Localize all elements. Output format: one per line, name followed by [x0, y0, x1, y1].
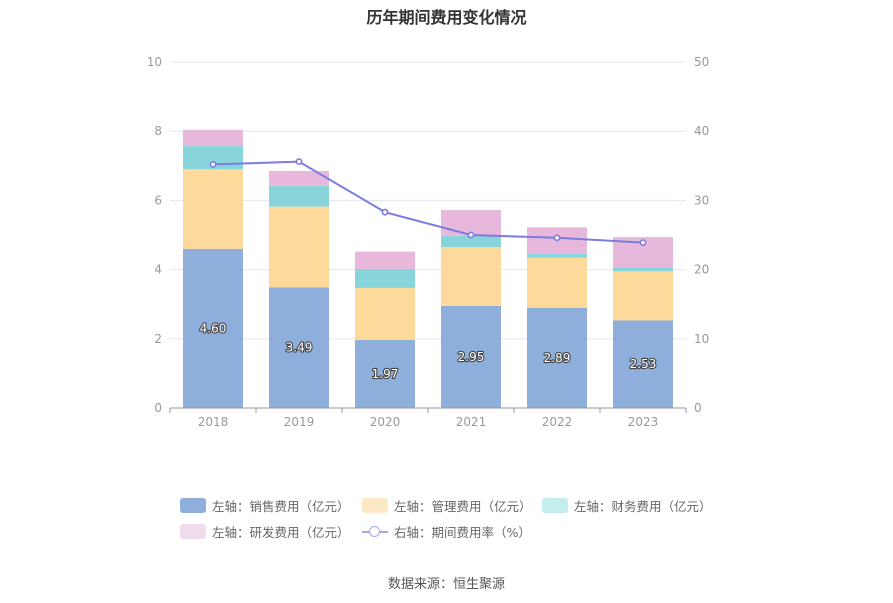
legend-swatch-rd: [180, 524, 206, 539]
bar-segment[interactable]: [527, 253, 587, 258]
bar-segment[interactable]: [355, 339, 415, 408]
left-tick-label: 6: [154, 193, 162, 207]
bar-segment[interactable]: [441, 247, 501, 306]
bar-segment[interactable]: [183, 169, 243, 249]
left-axis: 0 2 4 6 8 10: [147, 55, 162, 415]
right-tick-label: 50: [694, 55, 709, 69]
bar-segment[interactable]: [269, 185, 329, 207]
bar-segment[interactable]: [355, 251, 415, 269]
legend-label-rd: 左轴：研发费用（亿元）: [212, 525, 350, 540]
bar-segment[interactable]: [441, 210, 501, 236]
bar-data-label: 3.49: [286, 341, 313, 355]
chart-title: 历年期间费用变化情况: [366, 8, 527, 27]
bar-data-label: 2.89: [544, 351, 571, 365]
left-tick-label: 8: [154, 124, 162, 138]
expense-rate-point[interactable]: [295, 158, 303, 166]
bar-segment[interactable]: [183, 129, 243, 147]
legend-item-admin[interactable]: 左轴：管理费用（亿元）: [362, 496, 532, 515]
legend-label-expense-rate: 右轴：期间费用率（%）: [394, 525, 531, 540]
legend-line-icon: [362, 524, 388, 539]
left-tick-label: 2: [154, 332, 162, 346]
bar-segment[interactable]: [441, 235, 501, 248]
legend-label-admin: 左轴：管理费用（亿元）: [394, 499, 532, 514]
x-tick-label: 2018: [198, 415, 229, 429]
right-tick-label: 40: [694, 124, 709, 138]
bar-segment[interactable]: [269, 287, 329, 408]
legend-swatch-finance: [542, 498, 568, 513]
bar-segment[interactable]: [527, 308, 587, 408]
left-tick-label: 10: [147, 55, 162, 69]
bar-series: [183, 129, 673, 408]
right-tick-label: 20: [694, 263, 709, 277]
expense-rate-point[interactable]: [467, 231, 475, 239]
expense-rate-point[interactable]: [553, 234, 561, 242]
right-tick-label: 10: [694, 332, 709, 346]
bar-segment[interactable]: [269, 206, 329, 288]
x-tick-label: 2022: [542, 415, 573, 429]
bar-segment[interactable]: [355, 268, 415, 288]
x-tick-label: 2023: [628, 415, 659, 429]
bar-data-label: 2.53: [630, 357, 657, 371]
legend-item-expense-rate[interactable]: 右轴：期间费用率（%）: [362, 522, 531, 541]
bar-segment[interactable]: [613, 320, 673, 408]
bar-segment[interactable]: [269, 170, 329, 186]
gridlines: [170, 61, 686, 340]
bar-segment[interactable]: [183, 248, 243, 408]
left-tick-label: 0: [154, 401, 162, 415]
right-tick-label: 0: [694, 401, 702, 415]
right-tick-label: 30: [694, 193, 709, 207]
bar-data-label: 1.97: [372, 367, 399, 381]
expense-rate-line: [212, 160, 644, 244]
legend-swatch-admin: [362, 498, 388, 513]
expense-rate-point[interactable]: [209, 161, 217, 168]
bar-segment[interactable]: [613, 271, 673, 321]
bar-segment[interactable]: [441, 305, 501, 408]
bar-data-label: 2.95: [458, 350, 485, 364]
legend-label-sales: 左轴：销售费用（亿元）: [212, 499, 350, 514]
expense-rate-point[interactable]: [381, 208, 389, 216]
legend-item-finance[interactable]: 左轴：财务费用（亿元）: [542, 496, 712, 515]
bar-segment[interactable]: [355, 287, 415, 340]
x-tick-label: 2020: [370, 415, 401, 429]
line-series: [209, 158, 647, 247]
legend-label-finance: 左轴：财务费用（亿元）: [574, 499, 712, 514]
bar-segment[interactable]: [527, 257, 587, 309]
legend-swatch-sales: [180, 498, 206, 513]
x-axis: 2018 2019 2020 2021 2022 2023: [169, 407, 687, 429]
right-axis: 0 10 20 30 40 50: [694, 55, 709, 415]
bar-segment[interactable]: [613, 267, 673, 272]
x-tick-label: 2021: [456, 415, 487, 429]
x-tick-label: 2019: [284, 415, 315, 429]
data-source: 数据来源：恒生聚源: [387, 577, 505, 592]
legend-item-rd[interactable]: 左轴：研发费用（亿元）: [180, 522, 350, 541]
data-labels: 4.60 3.49 1.97 2.95 2.89 2.53: [199, 320, 658, 382]
expense-rate-point[interactable]: [639, 239, 647, 247]
bar-data-label: 4.60: [200, 321, 227, 335]
left-tick-label: 4: [154, 263, 162, 277]
legend-item-sales[interactable]: 左轴：销售费用（亿元）: [180, 496, 350, 515]
